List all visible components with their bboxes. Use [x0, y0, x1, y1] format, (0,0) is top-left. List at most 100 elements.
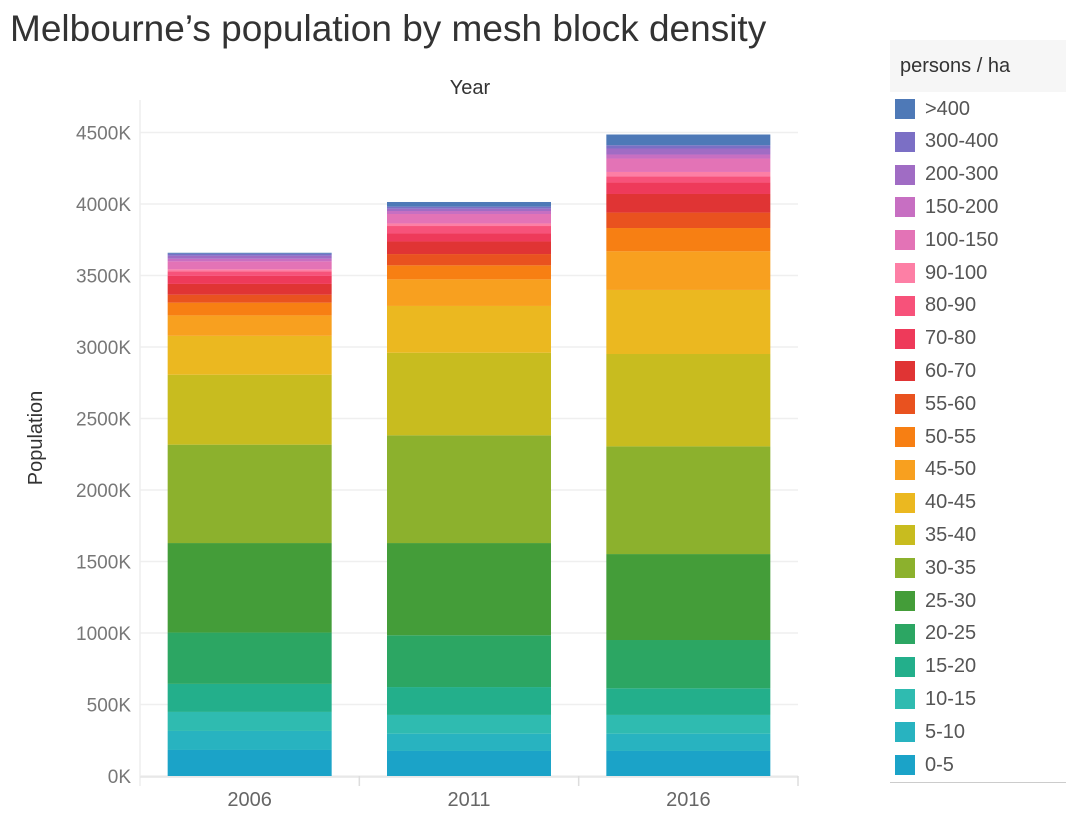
- bar-segment-2006-60-70: [167, 283, 332, 295]
- legend-swatch: [895, 99, 915, 119]
- bar-segment-2006-100-150: [167, 261, 332, 270]
- legend-swatch: [895, 230, 915, 251]
- bar-segment-2016-25-30: [606, 554, 771, 641]
- legend-label: 45-50: [925, 458, 977, 481]
- y-tick-label: 1500K: [76, 553, 131, 574]
- bar-segment-2016-0-5: [606, 750, 771, 776]
- bar-segment-2016-300-400: [606, 145, 771, 149]
- bar-segment-2016-100-150: [606, 158, 771, 172]
- bar-segment-2006-10-15: [167, 711, 332, 731]
- bar-segment-2006-15-20: [167, 683, 332, 712]
- legend-item[interactable]: 80-90: [895, 294, 976, 318]
- bar-segment-2006-5-10: [167, 730, 332, 750]
- legend-item[interactable]: 45-50: [895, 458, 976, 482]
- legend-label: 200-300: [925, 163, 999, 186]
- legend-item[interactable]: 20-25: [895, 622, 976, 646]
- legend-swatch: [895, 131, 915, 152]
- legend-item[interactable]: 25-30: [895, 589, 976, 613]
- legend-label: 70-80: [925, 327, 977, 350]
- legend-item[interactable]: 150-200: [895, 195, 998, 219]
- bar-segment-2006-0-5: [167, 749, 332, 776]
- bar-segment-2006-90-100: [167, 269, 332, 272]
- x-axis-title: Year: [450, 77, 491, 99]
- legend-label: 5-10: [925, 720, 966, 743]
- y-tick-label: 4000K: [76, 195, 131, 216]
- legend-label: 150-200: [925, 195, 999, 218]
- bar-segment-2006-40-45: [167, 335, 332, 375]
- legend-swatch: [895, 263, 915, 283]
- legend-swatch: [895, 525, 915, 546]
- legend-item[interactable]: 30-35: [895, 556, 976, 580]
- bar-segment-2016-80-90: [606, 176, 771, 183]
- legend: persons / ha >400 300-400 200-300 150-200 10…: [890, 40, 1066, 783]
- bar-segment-2006-150-200: [167, 258, 332, 262]
- bar-segment-2011-80-90: [387, 226, 551, 234]
- legend-title: persons / ha: [890, 40, 1066, 92]
- legend-label: 90-100: [925, 261, 988, 284]
- legend-swatch: [895, 164, 915, 185]
- bar-segment-2011-45-50: [387, 279, 551, 306]
- bar-segment-2006-55-60: [167, 294, 332, 303]
- bar-segment-2011-90-100: [387, 223, 551, 227]
- legend-swatch: [895, 755, 915, 775]
- x-tick-label: 2011: [447, 789, 490, 811]
- legend-divider: [890, 782, 1066, 783]
- bar-segment-2006-20-25: [167, 632, 332, 684]
- legend-label: 30-35: [925, 556, 977, 579]
- legend-item[interactable]: 15-20: [895, 655, 976, 679]
- bar-segment-2016-40-45: [606, 289, 771, 355]
- legend-swatch: [895, 689, 915, 710]
- legend-label: 60-70: [925, 359, 977, 382]
- bar-segment-2006-50-55: [167, 302, 332, 316]
- legend-label: 20-25: [925, 622, 977, 645]
- bar-segment-2006-35-40: [167, 374, 332, 445]
- y-tick-label: 2500K: [76, 410, 131, 431]
- bar-segment-2016-15-20: [606, 688, 771, 715]
- legend-item[interactable]: 50-55: [895, 425, 976, 449]
- legend-item[interactable]: 300-400: [895, 130, 998, 154]
- legend-item[interactable]: 55-60: [895, 392, 976, 416]
- legend-swatch: [895, 623, 915, 644]
- y-axis-title: Population: [25, 391, 47, 486]
- legend-item[interactable]: 40-45: [895, 491, 976, 515]
- bar-segment-2011-60-70: [387, 241, 551, 255]
- bar-segment-2016-90-100: [606, 171, 771, 177]
- bar-segment-2006-45-50: [167, 315, 332, 336]
- legend-swatch: [895, 427, 915, 447]
- bar-segment-2011-10-15: [387, 714, 551, 734]
- y-tick-label: 3000K: [76, 338, 131, 359]
- bar-segment-2006->400: [167, 252, 332, 254]
- bar-segment-2016-5-10: [606, 733, 771, 751]
- legend-swatch: [895, 459, 915, 480]
- y-tick-label: 3500K: [76, 267, 131, 288]
- legend-item[interactable]: 100-150: [895, 228, 998, 252]
- bar-segment-2011-100-150: [387, 214, 551, 224]
- bar-segment-2016-10-15: [606, 714, 771, 734]
- legend-item[interactable]: 0-5: [895, 753, 954, 777]
- chart-plot: 0K 500K 1000K 1500K 2000K 2500K 3000K 3500K 4000…: [25, 77, 799, 811]
- bar-segment-2011-15-20: [387, 687, 551, 715]
- legend-item[interactable]: 10-15: [895, 687, 976, 711]
- legend-item[interactable]: >400: [895, 97, 970, 121]
- bar-segment-2011-35-40: [387, 352, 551, 436]
- bar-segment-2011-0-5: [387, 750, 551, 776]
- bar-segment-2011-40-45: [387, 305, 551, 353]
- bar-segment-2016-35-40: [606, 354, 771, 447]
- legend-swatch: [895, 591, 915, 611]
- legend-item[interactable]: 200-300: [895, 163, 998, 187]
- legend-item[interactable]: 35-40: [895, 523, 976, 547]
- legend-item[interactable]: 70-80: [895, 327, 976, 351]
- legend-label: 25-30: [925, 589, 977, 612]
- legend-swatch: [895, 656, 915, 677]
- legend-item[interactable]: 90-100: [895, 261, 987, 285]
- legend-item[interactable]: 60-70: [895, 359, 976, 383]
- bar-segment-2011-5-10: [387, 733, 551, 751]
- bar-segment-2011-300-400: [387, 206, 551, 209]
- legend-label: 55-60: [925, 392, 977, 415]
- bar-segment-2016-70-80: [606, 182, 771, 194]
- legend-label: 100-150: [925, 228, 999, 251]
- bar-segment-2011-55-60: [387, 254, 551, 266]
- legend-item[interactable]: 5-10: [895, 720, 965, 744]
- bar-segment-2006-30-35: [167, 444, 332, 544]
- bar-segment-2006-70-80: [167, 275, 332, 284]
